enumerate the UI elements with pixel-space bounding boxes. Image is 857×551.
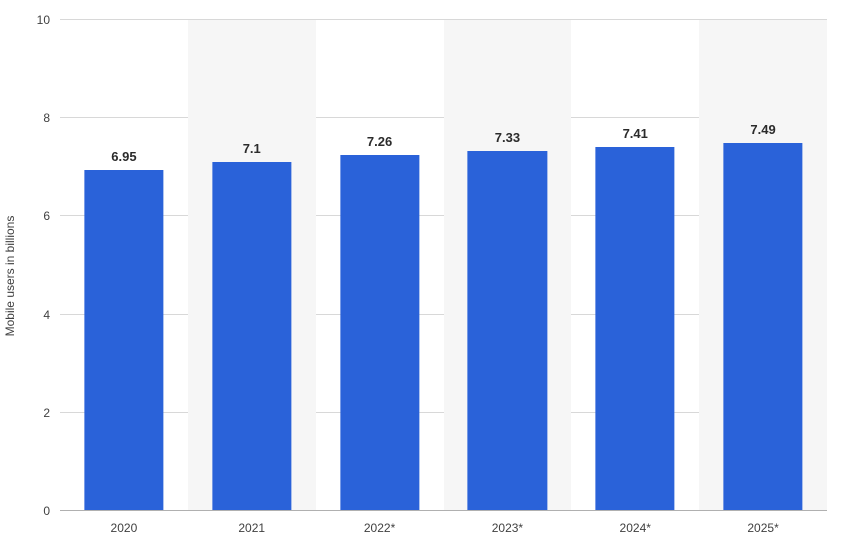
bar-value-label: 7.26 xyxy=(367,134,392,149)
x-tick-label: 2024* xyxy=(620,521,651,535)
bar-value-label: 7.41 xyxy=(623,126,648,141)
x-tick-label: 2025* xyxy=(747,521,778,535)
bar-value-label: 7.49 xyxy=(750,122,775,137)
y-axis-label: Mobile users in billions xyxy=(3,215,17,336)
y-tick-label: 8 xyxy=(43,111,50,125)
x-tick-label: 2022* xyxy=(364,521,395,535)
bar-value-label: 7.33 xyxy=(495,130,520,145)
bar-value-label: 7.1 xyxy=(243,141,261,156)
bars-row: 6.9520207.120217.262022*7.332023*7.41202… xyxy=(60,20,827,511)
chart-container: Mobile users in billions 0246810 6.95202… xyxy=(0,0,857,551)
bar[interactable] xyxy=(596,147,675,511)
y-tick-label: 2 xyxy=(43,406,50,420)
y-tick-label: 10 xyxy=(37,13,50,27)
bar-slot: 7.262022* xyxy=(316,20,444,511)
bar-slot: 7.12021 xyxy=(188,20,316,511)
plot-area: 0246810 6.9520207.120217.262022*7.332023… xyxy=(60,20,827,511)
x-tick-label: 2021 xyxy=(238,521,265,535)
y-tick-label: 0 xyxy=(43,504,50,518)
x-tick-label: 2020 xyxy=(111,521,138,535)
bar-slot: 6.952020 xyxy=(60,20,188,511)
bar-slot: 7.492025* xyxy=(699,20,827,511)
bar-slot: 7.332023* xyxy=(444,20,572,511)
bar-value-label: 6.95 xyxy=(111,149,136,164)
x-tick-label: 2023* xyxy=(492,521,523,535)
bar-slot: 7.412024* xyxy=(571,20,699,511)
bar[interactable] xyxy=(723,143,802,511)
bar[interactable] xyxy=(84,170,163,511)
bar[interactable] xyxy=(468,151,547,511)
bar[interactable] xyxy=(340,155,419,511)
x-axis-baseline xyxy=(60,510,827,511)
y-tick-label: 4 xyxy=(43,308,50,322)
bar[interactable] xyxy=(212,162,291,511)
y-tick-label: 6 xyxy=(43,209,50,223)
